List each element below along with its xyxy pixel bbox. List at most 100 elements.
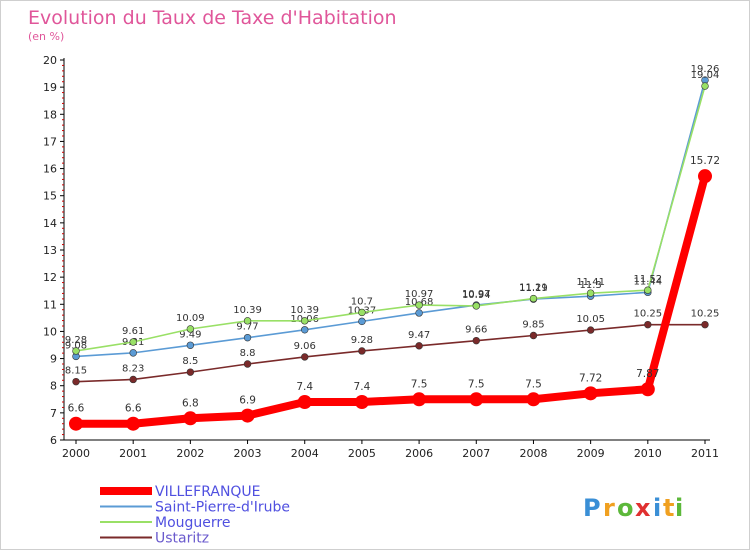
data-label: 10.25 (691, 309, 720, 320)
data-point (243, 333, 252, 342)
data-point (297, 395, 312, 409)
data-label: 8.8 (240, 348, 256, 359)
y-tick-label: 6 (50, 434, 57, 447)
data-label: 6.6 (125, 403, 142, 415)
data-point (526, 392, 541, 407)
data-point (415, 309, 423, 317)
series-line (75, 323, 705, 383)
data-point (529, 331, 538, 340)
data-label: 10.97 (462, 289, 491, 300)
x-tick-label: 2010 (634, 447, 662, 460)
data-label: 10.7 (351, 296, 373, 307)
chart-subtitle: (en %) (28, 30, 64, 43)
data-label: 10.39 (290, 305, 319, 316)
data-point (644, 320, 652, 329)
legend-label: Saint-Pierre-d'Irube (155, 500, 290, 516)
data-label: 11.41 (576, 277, 605, 288)
data-label: 9.08 (65, 340, 87, 351)
data-point (644, 286, 652, 294)
logo-letter: i (675, 494, 683, 522)
data-point (529, 294, 538, 303)
y-tick-label: 11 (43, 298, 57, 311)
data-label: 8.15 (65, 366, 87, 377)
data-label: 8.23 (122, 363, 144, 374)
data-point (301, 317, 309, 325)
legend-label: Ustaritz (155, 531, 209, 547)
y-tick-label: 20 (43, 54, 57, 67)
data-point (186, 341, 195, 349)
data-label: 7.5 (525, 378, 542, 390)
data-label: 11.52 (633, 274, 662, 285)
data-point (354, 395, 369, 409)
x-tick-label: 2000 (62, 447, 90, 460)
data-point (72, 347, 80, 355)
data-point (586, 289, 595, 297)
data-label: 15.72 (690, 155, 720, 167)
logo-letter: t (663, 494, 674, 522)
y-tick-label: 16 (43, 163, 57, 176)
data-point (583, 386, 598, 401)
data-point (472, 336, 480, 345)
x-tick-label: 2007 (462, 447, 490, 460)
data-point (415, 301, 423, 309)
y-tick-label: 17 (43, 135, 57, 148)
data-label: 9.49 (179, 329, 201, 340)
series-villefranque: 6.6 6.6 6.8 6.9 7.4 7.4 7.5 7.5 7.5 7.72 7.87 15.72 (68, 155, 720, 431)
y-tick-label: 19 (43, 81, 57, 94)
data-point (129, 349, 137, 357)
data-point (698, 169, 712, 184)
x-tick-label: 2008 (519, 447, 547, 460)
y-tick-label: 18 (43, 108, 57, 121)
data-point (129, 375, 137, 384)
y-tick-label: 8 (50, 380, 57, 393)
legend: VILLEFRANQUESaint-Pierre-d'IrubeMouguerr… (100, 484, 290, 547)
series-ustaritz: 8.15 8.23 8.5 8.8 9.06 9.28 9.47 9.66 9.85 10.05 1… (65, 309, 720, 386)
data-label: 19.26 (691, 64, 720, 75)
logo-letter: i (653, 494, 661, 522)
data-label: 10.39 (233, 305, 262, 316)
data-point (183, 411, 198, 426)
data-point (469, 392, 484, 407)
data-point (301, 326, 309, 334)
y-tick-label: 14 (43, 217, 57, 230)
data-label: 10.09 (176, 313, 205, 324)
data-label: 7.87 (636, 368, 659, 380)
logo-letter: r (603, 494, 615, 522)
y-tick-label: 9 (50, 353, 57, 366)
x-tick-label: 2002 (176, 447, 204, 460)
y-tick-label: 13 (43, 244, 57, 257)
data-label: 9.06 (294, 341, 316, 352)
data-point (358, 308, 366, 317)
data-label: 6.9 (239, 395, 256, 407)
data-point (412, 392, 427, 407)
x-tick-label: 2001 (119, 447, 147, 460)
axes: 6 7 8 9 10 11 12 13 14 15 16 17 18 19 20 2000 2001 2002 20… (43, 54, 719, 460)
data-point (301, 353, 309, 361)
data-label: 7.5 (468, 378, 485, 390)
data-point (243, 360, 252, 368)
data-label: 9.28 (65, 335, 87, 346)
x-tick-label: 2003 (234, 447, 262, 460)
data-point (640, 382, 655, 397)
data-label: 9.85 (522, 320, 544, 331)
x-tick-label: 2011 (691, 447, 719, 460)
series-layer: 9.089.219.499.7710.0610.3710.6810.9711.1… (65, 64, 720, 431)
data-point (126, 416, 141, 431)
data-label: 7.4 (296, 381, 313, 393)
data-label: 10.94 (462, 290, 491, 301)
data-label: 11.3 (580, 280, 602, 291)
data-label: 11.21 (519, 283, 548, 294)
data-label: 11.19 (519, 283, 548, 294)
x-tick-label: 2009 (577, 447, 605, 460)
data-label: 19.04 (691, 70, 720, 81)
x-tick-label: 2006 (405, 447, 433, 460)
data-point (72, 377, 80, 386)
data-point (358, 347, 366, 355)
data-point (358, 317, 366, 326)
y-tick-label: 10 (43, 325, 57, 338)
series-saint-pierre-d-irube: 9.089.219.499.7710.0610.3710.6810.9711.1… (65, 64, 720, 361)
data-label: 10.25 (633, 309, 662, 320)
y-tick-label: 15 (43, 190, 57, 203)
legend-label: Mouguerre (155, 515, 230, 531)
